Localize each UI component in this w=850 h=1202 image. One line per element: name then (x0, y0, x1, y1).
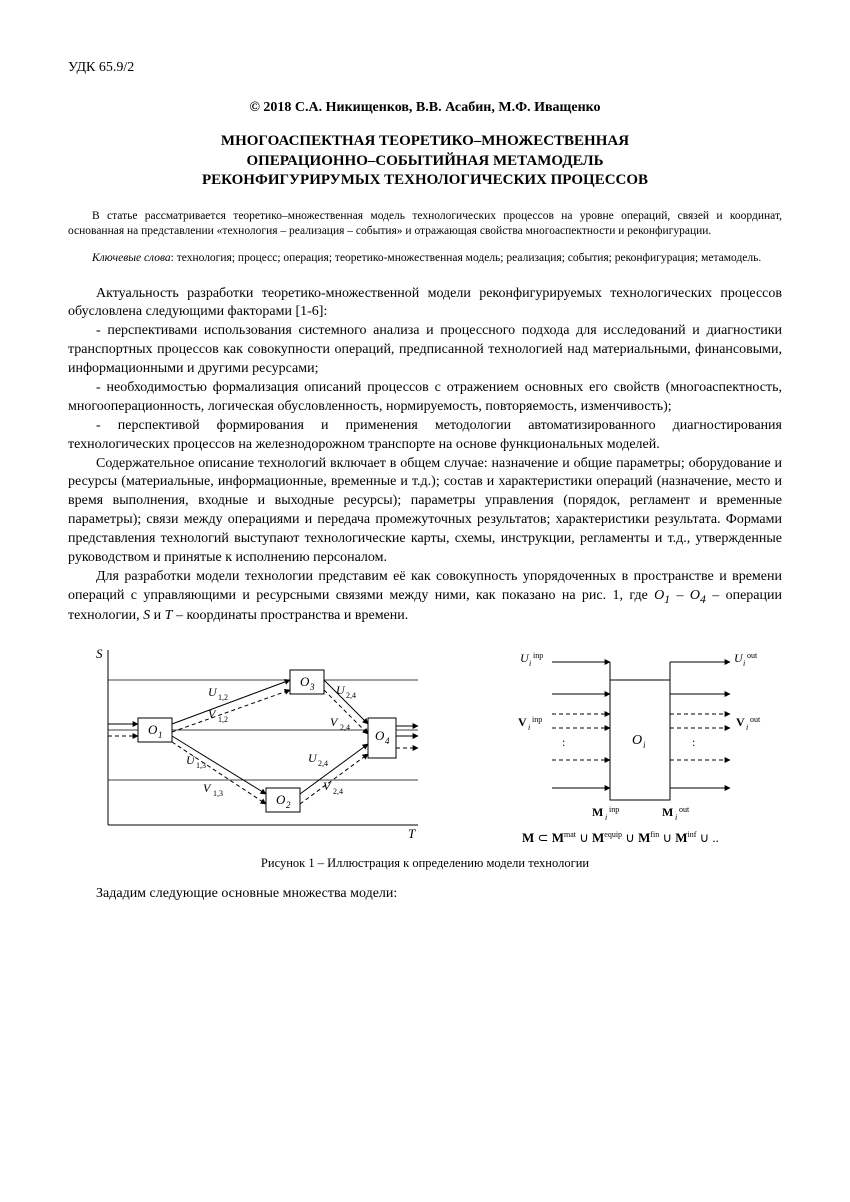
svg-text:V: V (736, 715, 745, 729)
svg-text:i: i (605, 813, 607, 822)
svg-text:4: 4 (385, 736, 390, 746)
abstract: В статье рассматривается теоретико–множе… (68, 209, 782, 240)
svg-text:3: 3 (309, 682, 315, 692)
svg-text:U: U (186, 753, 196, 767)
svg-text:M: M (592, 805, 603, 819)
svg-text:O: O (148, 722, 158, 737)
paragraph-1: Актуальность разработки теоретико-множес… (68, 285, 782, 323)
svg-text:2,4: 2,4 (333, 787, 343, 796)
paragraph-3: - необходимостью формализация описаний п… (68, 379, 782, 417)
figure-1-left: S T O 1 O 3 O 2 (68, 640, 428, 840)
svg-text:1: 1 (158, 730, 163, 740)
paper-title: МНОГОАСПЕКТНАЯ ТЕОРЕТИКО–МНОЖЕСТВЕННАЯ О… (68, 132, 782, 191)
svg-text:M ⊂ Mmat ∪ Mequip ∪ Mfin ∪ Min: M ⊂ Mmat ∪ Mequip ∪ Mfin ∪ Minf ∪ .. (522, 830, 719, 845)
svg-text:U: U (308, 751, 318, 765)
keywords-text: : технология; процесс; операция; теорети… (171, 252, 762, 264)
node-O3: O 3 (290, 670, 324, 694)
svg-text:V: V (330, 715, 339, 729)
svg-text:inp: inp (609, 805, 619, 814)
p6-and: и (150, 608, 165, 623)
svg-text:i: i (529, 659, 531, 668)
svg-text:1,3: 1,3 (196, 761, 206, 770)
svg-text::: : (562, 735, 565, 749)
svg-text::: : (692, 735, 695, 749)
paragraph-5: Содержательное описание технологий включ… (68, 455, 782, 568)
paragraph-2: - перспективами использования системного… (68, 322, 782, 379)
authors-line: © 2018 С.А. Никищенков, В.В. Асабин, М.Ф… (68, 100, 782, 116)
title-line-1: МНОГОАСПЕКТНАЯ ТЕОРЕТИКО–МНОЖЕСТВЕННАЯ (221, 133, 629, 149)
svg-text:2,4: 2,4 (340, 723, 350, 732)
svg-text:V: V (518, 715, 527, 729)
svg-text:1,2: 1,2 (218, 693, 228, 702)
udk-code: УДК 65.9/2 (68, 60, 782, 76)
figure-1-caption: Рисунок 1 – Иллюстрация к определению мо… (68, 856, 782, 871)
svg-text:O: O (300, 674, 310, 689)
svg-text:M: M (662, 805, 673, 819)
paragraph-4: - перспективой формирования и применения… (68, 417, 782, 455)
svg-text:i: i (528, 723, 530, 732)
svg-text:inp: inp (532, 715, 542, 724)
paragraph-6: Для разработки модели технологии предста… (68, 568, 782, 626)
svg-text:O: O (632, 733, 642, 748)
svg-text:i: i (746, 723, 748, 732)
svg-text:2,4: 2,4 (346, 691, 356, 700)
title-line-3: РЕКОНФИГУРИРУМЫХ ТЕХНОЛОГИЧЕСКИХ ПРОЦЕСС… (202, 172, 648, 188)
title-line-2: ОПЕРАЦИОННО–СОБЫТИЙНАЯ МЕТАМОДЕЛЬ (246, 153, 603, 169)
p6-dash: – (670, 588, 690, 603)
node-O2: O 2 (266, 788, 300, 812)
svg-text:out: out (750, 715, 761, 724)
svg-text:1,2: 1,2 (218, 715, 228, 724)
node-O1: O 1 (138, 718, 172, 742)
p6-O4: O (690, 588, 700, 603)
svg-text:2,4: 2,4 (318, 759, 328, 768)
figure-1-right: Uiinp Uiout Oi : : Viinp Viout M (462, 640, 782, 850)
paragraph-7: Зададим следующие основные множества мод… (68, 885, 782, 904)
svg-text:O: O (276, 792, 286, 807)
svg-text:V: V (208, 707, 217, 721)
p6-O1: O (654, 588, 664, 603)
keywords-label: Ключевые слова (92, 252, 171, 264)
p6-text-c: – координаты пространства и времени. (172, 608, 408, 623)
figure-1: S T O 1 O 3 O 2 (68, 640, 782, 850)
svg-text:i: i (675, 813, 677, 822)
svg-text:V: V (203, 781, 212, 795)
svg-text:O: O (375, 728, 385, 743)
axis-S-label: S (96, 646, 103, 661)
svg-text:out: out (679, 805, 690, 814)
svg-text:U: U (208, 685, 218, 699)
page: УДК 65.9/2 © 2018 С.А. Никищенков, В.В. … (0, 0, 850, 1202)
svg-text:inp: inp (533, 651, 543, 660)
svg-text:out: out (747, 651, 758, 660)
svg-text:2: 2 (286, 800, 291, 810)
axis-T-label: T (408, 826, 416, 840)
keywords: Ключевые слова: технология; процесс; опе… (68, 251, 782, 267)
node-O4: O 4 (368, 718, 396, 758)
svg-text:U: U (336, 683, 346, 697)
svg-text:1,3: 1,3 (213, 789, 223, 798)
svg-text:i: i (743, 659, 745, 668)
